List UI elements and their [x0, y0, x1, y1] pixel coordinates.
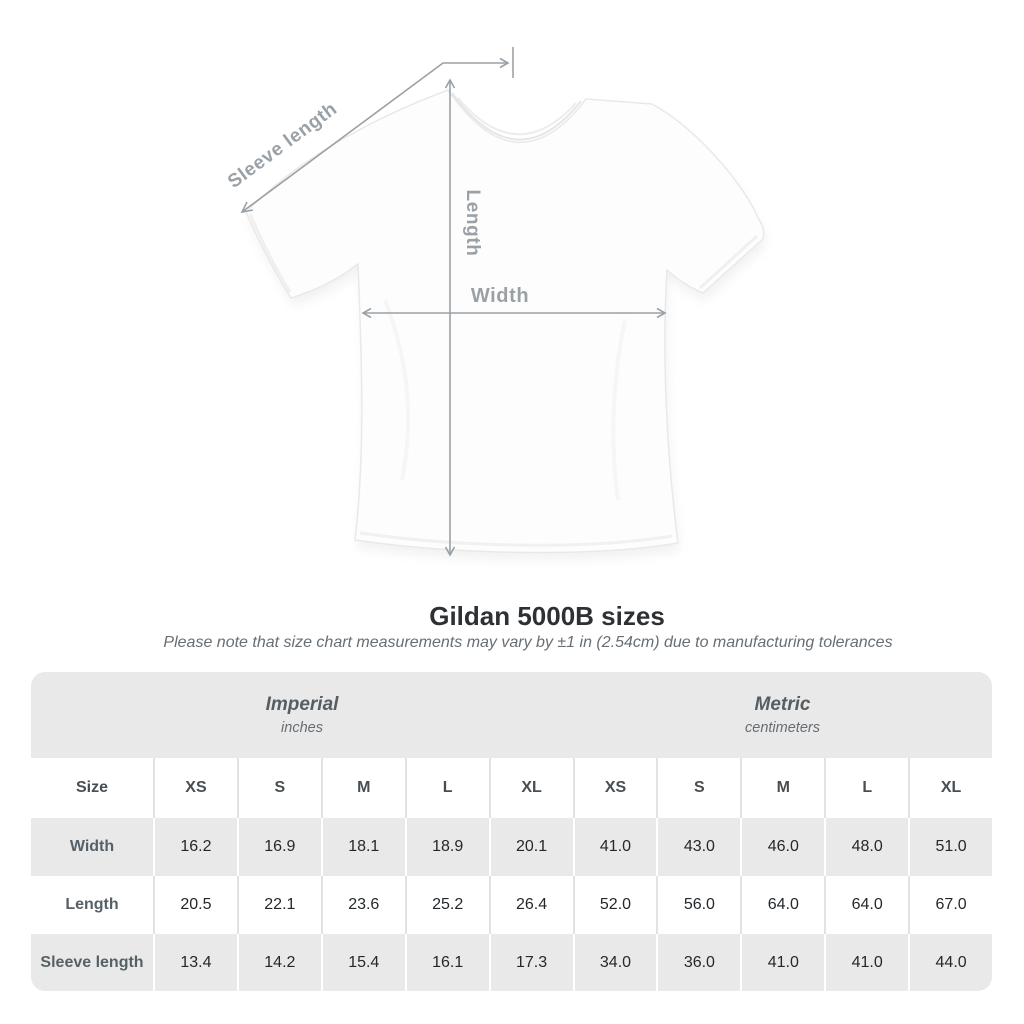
width-l-cm: 48.0 — [824, 818, 908, 876]
sleeve-s-cm: 36.0 — [656, 934, 740, 991]
row-label-width: Width — [69, 838, 115, 855]
length-s-in: 22.1 — [236, 876, 321, 934]
width-xl-in: 20.1 — [488, 818, 573, 876]
width-m-cm: 46.0 — [740, 818, 824, 876]
col-header-xl-imperial: XL — [488, 758, 573, 818]
col-header-xs-metric: XS — [572, 758, 657, 818]
sleeve-xs-cm: 34.0 — [572, 934, 657, 991]
imperial-unit-label: inches — [281, 720, 323, 736]
sleeve-l-cm: 41.0 — [824, 934, 908, 991]
sleeve-xs-in: 13.4 — [153, 934, 237, 991]
col-header-m-metric: M — [740, 758, 824, 818]
width-arrowhead-left — [361, 307, 372, 319]
col-header-s-metric: S — [656, 758, 740, 818]
sleeve-length-arrowhead-left — [240, 201, 254, 214]
fabric-wrinkle-right — [611, 319, 627, 501]
table-row-length: Length 20.5 22.1 23.6 25.2 26.4 52.0 56.… — [31, 876, 992, 934]
sleeve-xl-cm: 44.0 — [908, 934, 992, 991]
left-sleeve-hem-line — [248, 213, 292, 293]
length-arrowhead-bottom — [444, 546, 456, 557]
tshirt-silhouette — [245, 89, 765, 554]
sleeve-s-in: 14.2 — [236, 934, 321, 991]
col-header-size: Size — [75, 779, 108, 796]
sleeve-m-in: 15.4 — [320, 934, 405, 991]
sleeve-m-cm: 41.0 — [740, 934, 824, 991]
col-header-xs-imperial: XS — [153, 758, 237, 818]
sleeve-l-in: 16.1 — [404, 934, 489, 991]
length-arrowhead-top — [444, 78, 456, 89]
width-xs-in: 16.2 — [153, 818, 237, 876]
length-l-in: 25.2 — [404, 876, 489, 934]
width-label: Width — [471, 285, 529, 307]
unit-group-metric: Metric centimeters — [573, 672, 992, 758]
metric-unit-label: centimeters — [745, 720, 820, 736]
fabric-wrinkle-left — [383, 299, 411, 481]
bottom-hem-line — [359, 531, 673, 547]
col-header-xl-metric: XL — [908, 758, 992, 818]
table-row-sleeve-length: Sleeve length 13.4 14.2 15.4 16.1 17.3 3… — [31, 934, 992, 991]
width-xl-cm: 51.0 — [908, 818, 992, 876]
row-label-sleeve-length: Sleeve length — [40, 953, 144, 971]
tshirt-diagram-svg: Sleeve length Length Width — [224, 47, 766, 561]
tshirt-measurement-diagram: Sleeve length Length Width — [224, 47, 766, 561]
length-xs-cm: 52.0 — [572, 876, 657, 934]
width-s-cm: 43.0 — [656, 818, 740, 876]
page-title: Gildan 5000B sizes — [429, 601, 665, 631]
width-l-in: 18.9 — [404, 818, 489, 876]
length-xl-in: 26.4 — [488, 876, 573, 934]
unit-group-imperial: Imperial inches — [31, 672, 573, 758]
sleeve-xl-in: 17.3 — [488, 934, 573, 991]
length-s-cm: 56.0 — [656, 876, 740, 934]
length-m-cm: 64.0 — [740, 876, 824, 934]
sleeve-length-arrowhead-right — [499, 57, 510, 69]
length-l-cm: 64.0 — [824, 876, 908, 934]
right-sleeve-hem-line — [698, 234, 759, 290]
unit-header-band: Imperial inches Metric centimeters — [31, 672, 992, 758]
length-xl-cm: 67.0 — [908, 876, 992, 934]
width-arrowhead-right — [656, 307, 667, 319]
width-xs-cm: 41.0 — [572, 818, 657, 876]
measurement-lines — [240, 47, 667, 557]
col-header-l-imperial: L — [404, 758, 489, 818]
collar-outer-line — [451, 92, 582, 141]
row-label-length: Length — [65, 896, 119, 913]
page-subtitle: Please note that size chart measurements… — [163, 634, 893, 651]
col-header-s-imperial: S — [236, 758, 321, 818]
length-xs-in: 20.5 — [153, 876, 237, 934]
size-table: Imperial inches Metric centimeters Size … — [31, 672, 992, 991]
width-m-in: 18.1 — [320, 818, 405, 876]
metric-label: Metric — [754, 694, 811, 715]
width-s-in: 16.9 — [236, 818, 321, 876]
collar-inner-line — [457, 97, 577, 136]
col-header-m-imperial: M — [320, 758, 405, 818]
length-m-in: 23.6 — [320, 876, 405, 934]
sleeve-length-line — [241, 62, 508, 213]
imperial-label: Imperial — [265, 694, 339, 715]
table-row-width: Width 16.2 16.9 18.1 18.9 20.1 41.0 43.0… — [31, 818, 992, 876]
size-header-row: Size XS S M L XL XS S M L XL — [31, 758, 992, 818]
col-header-l-metric: L — [824, 758, 908, 818]
length-label: Length — [462, 190, 483, 257]
